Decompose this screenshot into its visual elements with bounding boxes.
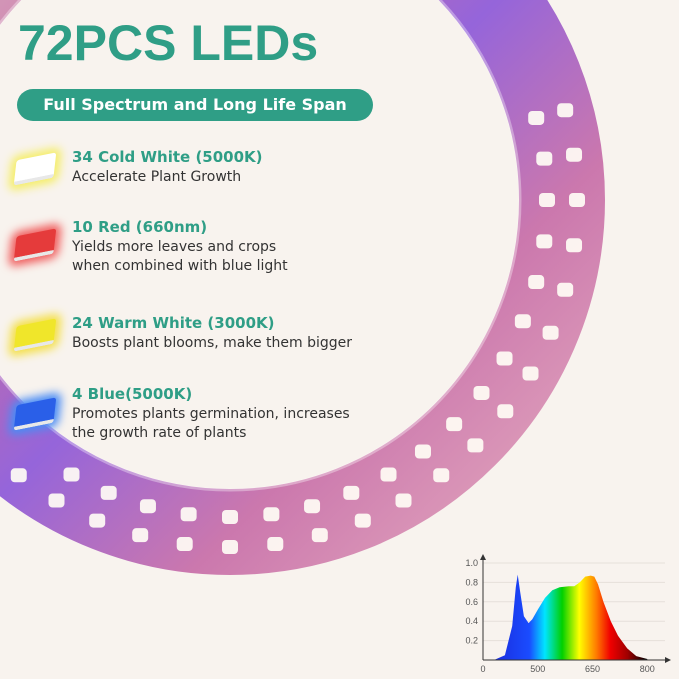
feature-heading: 4 Blue(5000K) [72, 385, 193, 403]
led-dot [536, 151, 553, 166]
led-dot [380, 467, 397, 482]
led-dot [566, 238, 583, 253]
feature-heading: 34 Cold White (5000K) [72, 148, 263, 166]
spectrum-area [493, 574, 648, 660]
led-dot [497, 404, 514, 419]
led-dot [10, 468, 27, 483]
y-tick-label: 0.6 [465, 597, 478, 607]
feature-description: Yields more leaves and crops when combine… [72, 239, 288, 274]
led-dot [566, 147, 583, 162]
led-dot [522, 366, 539, 381]
led-dot [542, 325, 559, 340]
led-dot [539, 193, 555, 207]
x-axis-arrow [665, 657, 671, 663]
led-dot [89, 513, 106, 528]
led-dot [536, 234, 553, 249]
y-axis-arrow [480, 554, 486, 560]
led-dot [514, 314, 531, 329]
led-dot [267, 537, 284, 552]
led-dot [528, 110, 545, 125]
led-dot [354, 513, 371, 528]
led-dot [569, 193, 585, 207]
led-dot [473, 385, 490, 400]
led-dot [557, 282, 574, 297]
led-dot [176, 537, 193, 552]
y-tick-label: 0.4 [465, 616, 478, 626]
led-dot [433, 468, 450, 483]
spectrum-chart: 0 500 650 800 0.2 0.4 0.6 0.8 1.0 [465, 554, 671, 674]
y-tick-label: 1.0 [465, 558, 478, 568]
led-dot [395, 493, 412, 508]
y-tick-label: 0.2 [465, 636, 478, 646]
feature-description: Boosts plant blooms, make them bigger [72, 335, 353, 351]
y-tick-label: 0.8 [465, 577, 478, 587]
led-dot [557, 103, 574, 118]
led-dot [467, 438, 484, 453]
led-dot [343, 485, 360, 500]
led-dot [132, 528, 149, 543]
feature-heading: 24 Warm White (3000K) [72, 314, 275, 332]
subtitle-badge: Full Spectrum and Long Life Span [17, 89, 373, 121]
led-dot [496, 351, 513, 366]
led-dot [311, 528, 328, 543]
led-dot [414, 444, 431, 459]
led-dot [139, 499, 156, 514]
led-dot [528, 275, 545, 290]
led-dot [48, 493, 65, 508]
x-tick-label: 650 [585, 664, 600, 674]
feature-description: Promotes plants germination, increases th… [72, 406, 350, 441]
x-tick-label: 500 [530, 664, 545, 674]
led-dot [63, 467, 80, 482]
led-dot [180, 507, 197, 522]
led-dot [304, 499, 321, 514]
led-dot [222, 540, 238, 554]
led-dot [446, 417, 463, 432]
led-dot [100, 485, 117, 500]
page-title: 72PCS LEDs [18, 15, 319, 71]
x-tick-label: 0 [480, 664, 485, 674]
x-tick-label: 800 [640, 664, 655, 674]
led-dot [222, 510, 238, 524]
feature-description: Accelerate Plant Growth [72, 169, 242, 185]
feature-heading: 10 Red (660nm) [72, 218, 208, 236]
led-dot [263, 507, 280, 522]
